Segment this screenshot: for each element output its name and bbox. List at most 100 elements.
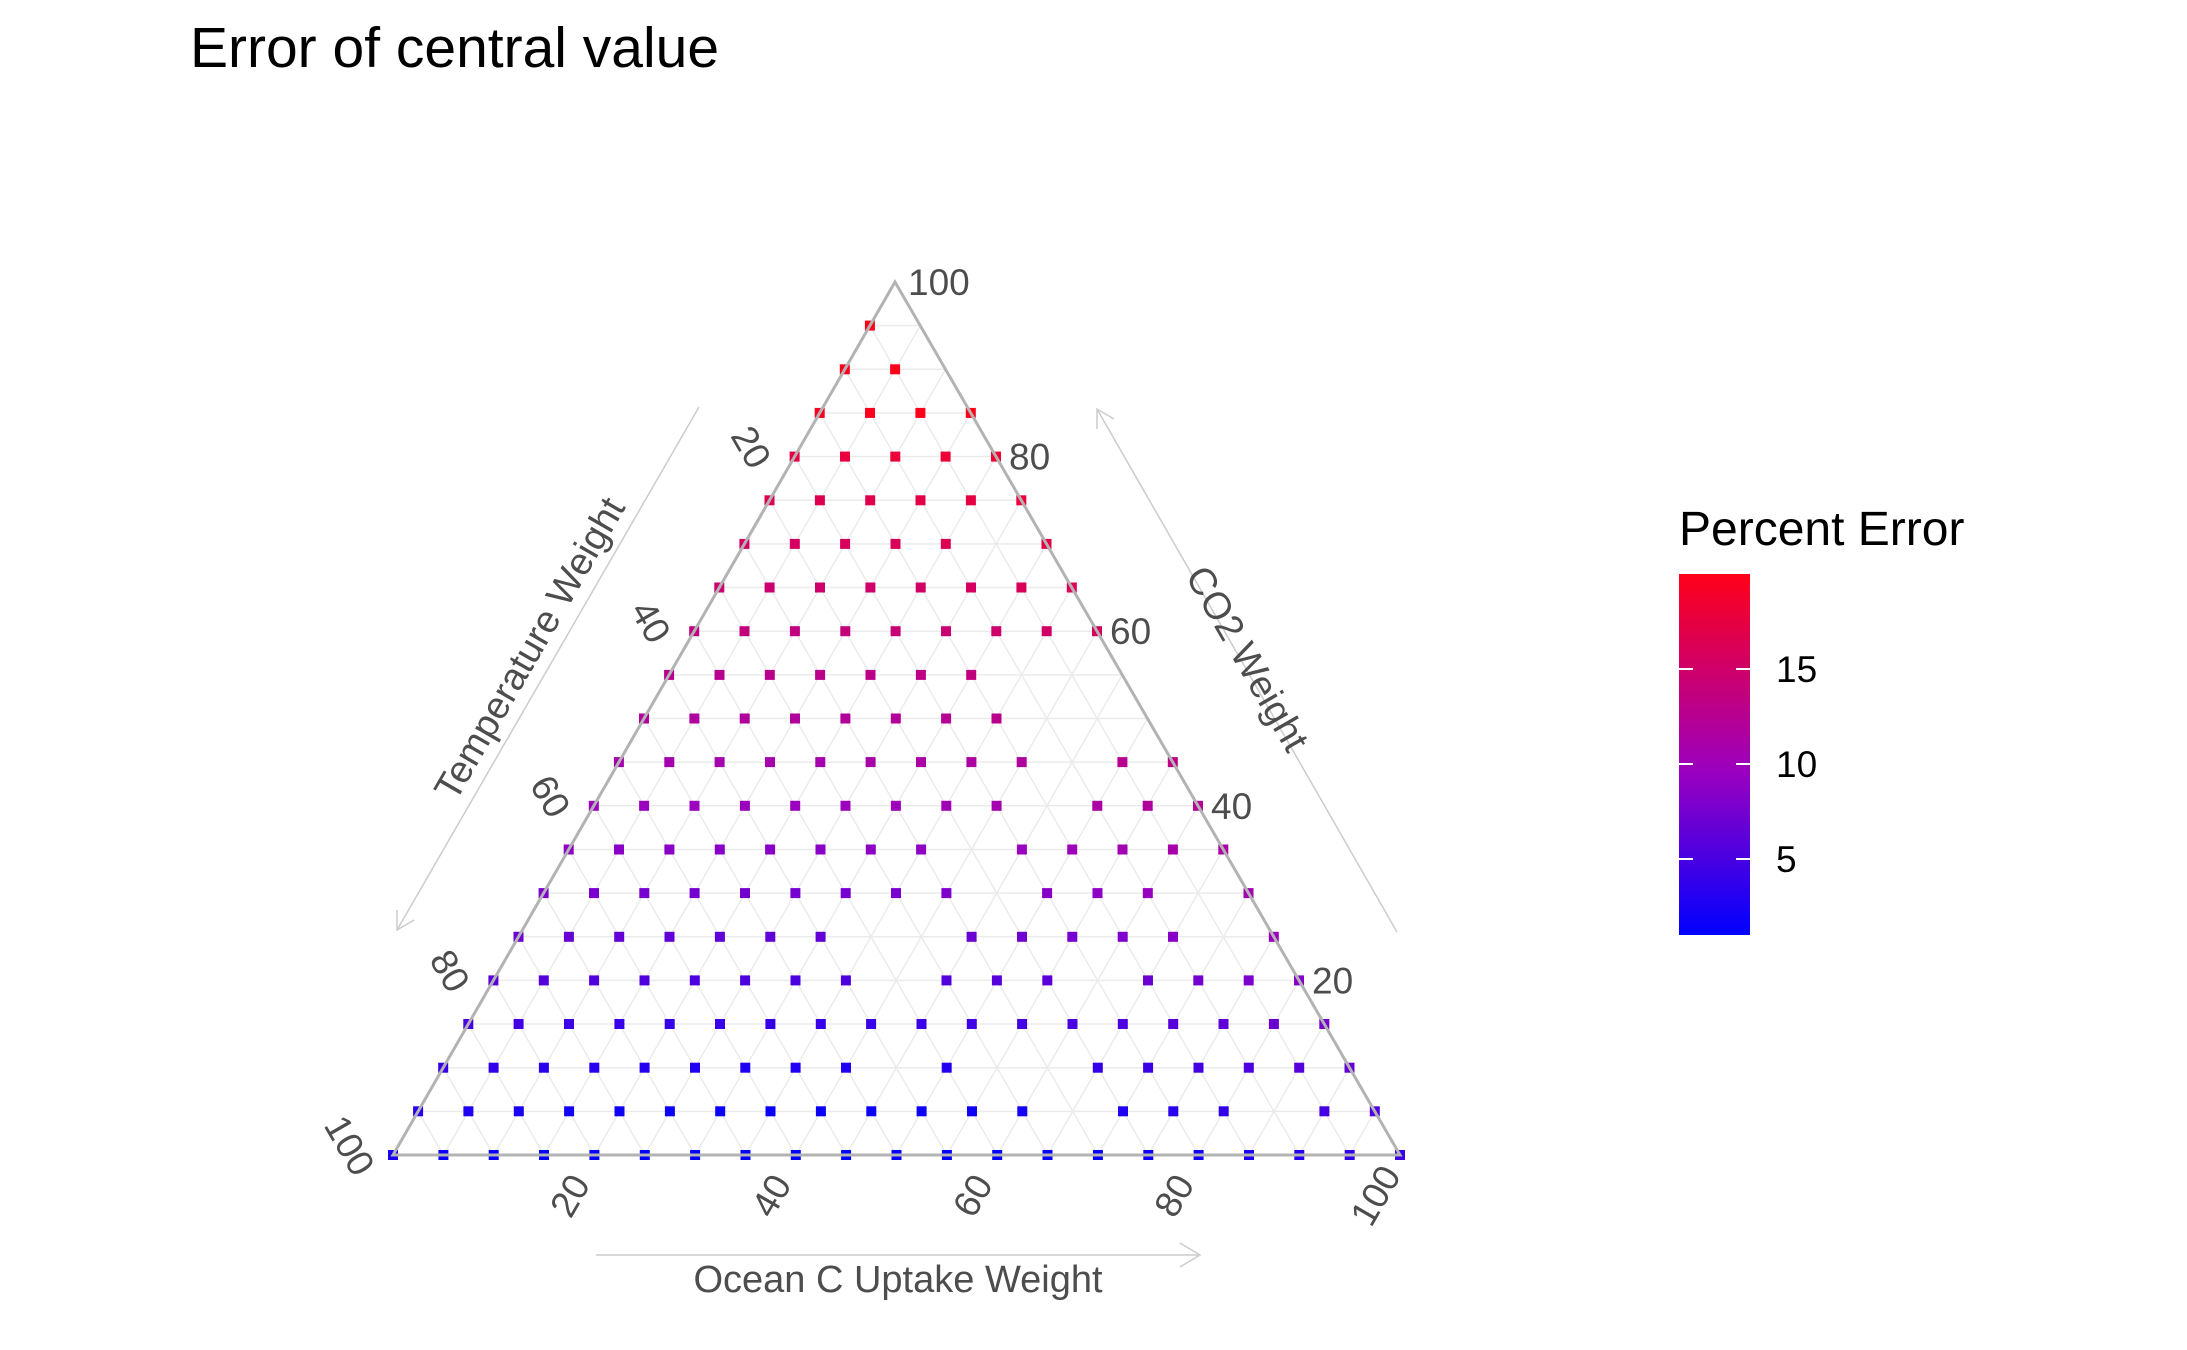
data-point — [1168, 1106, 1179, 1117]
legend-tick-label: 15 — [1776, 649, 1817, 690]
data-point — [1294, 1062, 1305, 1073]
data-point — [564, 1019, 574, 1029]
data-point — [1016, 757, 1027, 768]
grid-line-ocean — [744, 587, 1073, 1156]
ocean-axis-title: Ocean C Uptake Weight — [693, 1259, 1102, 1301]
data-point — [715, 1019, 725, 1029]
data-point — [965, 495, 976, 506]
data-point — [967, 1106, 977, 1117]
data-point — [765, 844, 776, 855]
data-point — [790, 888, 801, 899]
legend-tick-label: 5 — [1776, 839, 1797, 880]
data-point — [866, 1106, 877, 1117]
data-point — [1041, 626, 1052, 637]
data-point — [1092, 888, 1103, 899]
data-point — [1118, 1106, 1128, 1117]
data-point — [740, 975, 751, 986]
data-point — [815, 844, 826, 855]
data-point — [815, 669, 826, 680]
data-point — [689, 888, 700, 899]
data-point — [714, 844, 725, 855]
tick-label-temperature: 100 — [316, 1109, 382, 1183]
data-point — [865, 757, 876, 768]
data-point — [790, 713, 800, 724]
data-point — [1117, 1019, 1128, 1029]
data-point — [488, 1062, 499, 1073]
data-point — [1092, 800, 1103, 811]
tick-label-co2: 20 — [1312, 960, 1353, 1001]
data-point — [1067, 931, 1078, 942]
data-point — [915, 669, 926, 680]
data-point — [1193, 975, 1204, 986]
temperature-axis-arrowhead — [396, 910, 415, 932]
data-point — [966, 1019, 977, 1029]
data-point — [1067, 1019, 1078, 1029]
data-point — [765, 757, 775, 768]
data-point — [764, 669, 775, 680]
temperature-axis-arrow — [396, 406, 700, 931]
grid-line-temperature — [768, 499, 1149, 1156]
co2-axis-arrow — [1096, 408, 1398, 933]
data-point — [740, 888, 750, 899]
data-point — [1268, 1019, 1279, 1029]
data-point — [1092, 1062, 1103, 1073]
tick-label-co2: 40 — [1211, 786, 1252, 827]
data-point — [840, 713, 851, 724]
data-point — [1243, 1062, 1254, 1073]
data-point — [589, 888, 599, 899]
grid-line-ocean — [1147, 936, 1275, 1156]
data-point — [639, 1062, 650, 1073]
data-point — [690, 1062, 700, 1073]
data-point — [1167, 844, 1178, 855]
data-point — [890, 626, 901, 637]
data-point — [790, 800, 801, 811]
data-point — [764, 582, 775, 593]
data-point — [991, 975, 1002, 986]
grid-line-ocean — [644, 499, 1022, 1156]
data-point — [1016, 582, 1027, 593]
data-point — [739, 713, 750, 724]
data-point — [840, 800, 851, 811]
data-point — [840, 888, 851, 899]
legend-tick-label: 10 — [1776, 744, 1817, 785]
data-point — [916, 1019, 927, 1029]
data-point — [966, 582, 976, 593]
data-point — [1017, 931, 1027, 942]
data-point — [890, 538, 901, 549]
tick-label-temperature: 60 — [522, 768, 578, 824]
grid-line-temperature — [718, 587, 1049, 1156]
grid-line-ocean — [845, 674, 1123, 1156]
data-point — [765, 1019, 776, 1029]
data-point — [614, 1019, 625, 1029]
data-point — [915, 582, 926, 593]
data-point — [1168, 931, 1178, 942]
data-point — [463, 1106, 474, 1117]
triangle-frame — [390, 278, 1403, 1157]
data-point — [513, 1019, 524, 1029]
data-point — [564, 1106, 575, 1117]
grid-line-ocean — [1046, 849, 1224, 1156]
data-point — [890, 451, 901, 462]
data-point — [1117, 931, 1128, 942]
grid-line-ocean — [543, 412, 972, 1156]
data-point — [1168, 1019, 1179, 1029]
tick-label-co2: 60 — [1110, 611, 1151, 652]
data-point — [714, 669, 725, 680]
grid-line-temperature — [618, 761, 847, 1156]
data-point — [991, 800, 1002, 811]
data-point — [941, 888, 952, 899]
data-point — [890, 800, 901, 811]
data-point — [689, 975, 700, 986]
co2-axis-title: CO2 Weight — [1177, 559, 1317, 759]
data-point — [916, 1106, 927, 1117]
data-point — [614, 931, 625, 942]
grid-line-ocean — [1248, 1023, 1325, 1156]
data-point — [915, 407, 926, 418]
data-point — [664, 931, 675, 942]
ocean-axis-arrowhead — [1179, 1242, 1202, 1268]
data-point — [1017, 1106, 1028, 1117]
data-point — [513, 1106, 524, 1117]
data-point — [916, 844, 927, 855]
tick-label-ocean: 20 — [542, 1168, 598, 1224]
